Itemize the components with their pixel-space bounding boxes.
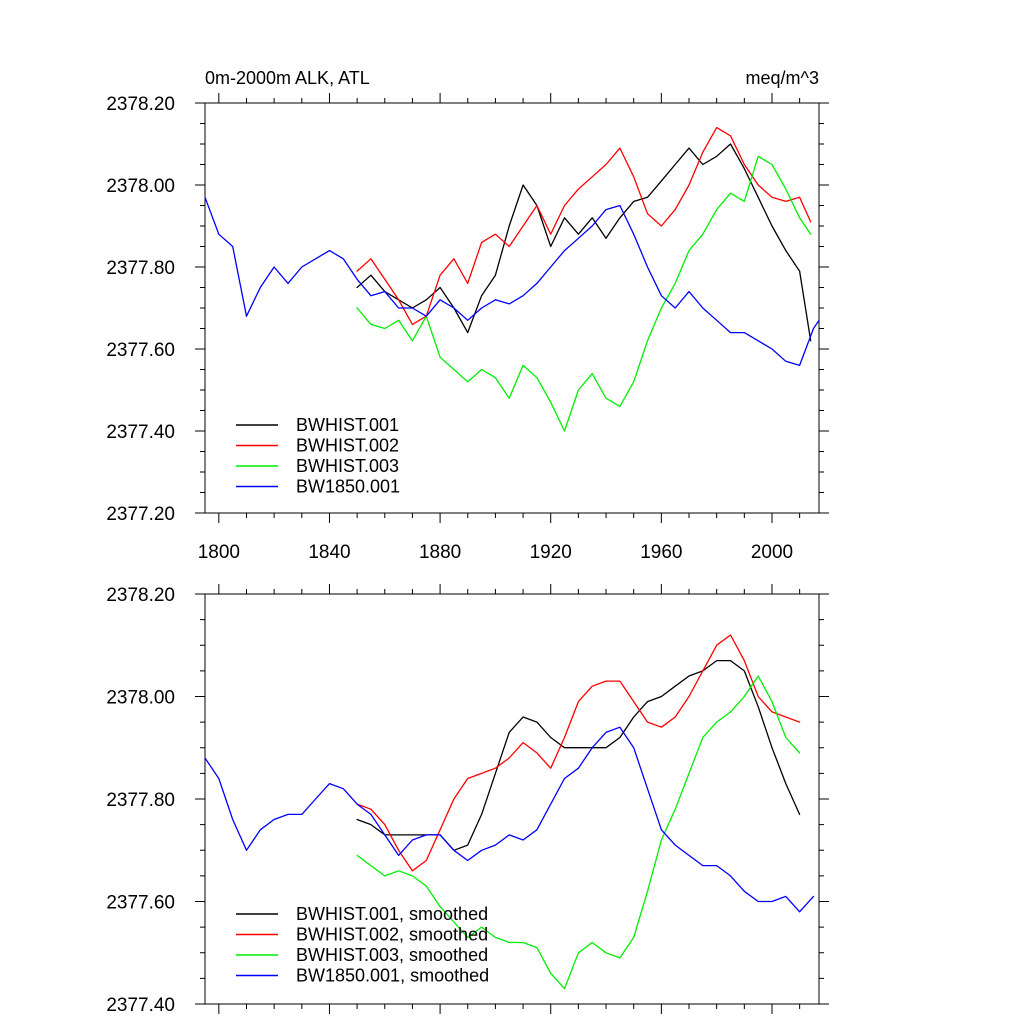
x-tick-label: 2000 <box>751 542 793 563</box>
series-line-bwhist-003 <box>356 155 812 432</box>
chart-title: 0m-2000m ALK, ATL <box>205 68 370 88</box>
legend-label: BWHIST.002, smoothed <box>296 925 488 945</box>
legend-label: BWHIST.001, smoothed <box>296 904 488 924</box>
y-tick-label: 2377.20 <box>106 504 175 525</box>
y-tick-label: 2378.00 <box>106 176 175 197</box>
series-line-bwhist-003-smoothed <box>356 675 801 990</box>
series-line-bwhist-002-smoothed <box>356 634 801 872</box>
legend-label: BW1850.001 <box>296 477 400 497</box>
y-tick-label: 2378.20 <box>106 94 175 115</box>
bottom-panel: 2377.40 2377.60 2377.80 2378.00 2378.20 BWHI… <box>106 584 829 1016</box>
x-tick-label: 1800 <box>198 542 240 563</box>
legend-label: BWHIST.003 <box>296 456 399 476</box>
series-line-bwhist-001-smoothed <box>356 659 801 851</box>
x-tick-label: 1880 <box>419 542 461 563</box>
series-line-bw1850-001-smoothed <box>204 726 815 913</box>
series-line-bwhist-002 <box>356 126 812 326</box>
y-tick-label: 2377.40 <box>106 422 175 443</box>
series-line-bw1850-001 <box>204 196 820 367</box>
x-tick-label: 1920 <box>530 542 572 563</box>
legend-label: BW1850.001, smoothed <box>296 966 489 986</box>
y-tick-label: 2378.20 <box>106 585 175 606</box>
y-tick-label: 2377.60 <box>106 893 175 914</box>
legend-label: BWHIST.001 <box>296 415 399 435</box>
y-tick-label: 2378.00 <box>106 688 175 709</box>
top-panel: 0m-2000m ALK, ATL meq/m^3 1800 1840 1880 19… <box>106 68 829 563</box>
x-tick-label: 1840 <box>308 542 350 563</box>
y-tick-label: 2377.80 <box>106 790 175 811</box>
legend-label: BWHIST.002 <box>296 436 399 456</box>
chart-units: meq/m^3 <box>746 68 819 88</box>
y-tick-label: 2377.80 <box>106 258 175 279</box>
y-tick-label: 2377.40 <box>106 995 175 1016</box>
series-line-bwhist-001 <box>356 143 812 342</box>
y-tick-label: 2377.60 <box>106 340 175 361</box>
x-tick-label: 1960 <box>640 542 682 563</box>
legend-label: BWHIST.003, smoothed <box>296 945 488 965</box>
